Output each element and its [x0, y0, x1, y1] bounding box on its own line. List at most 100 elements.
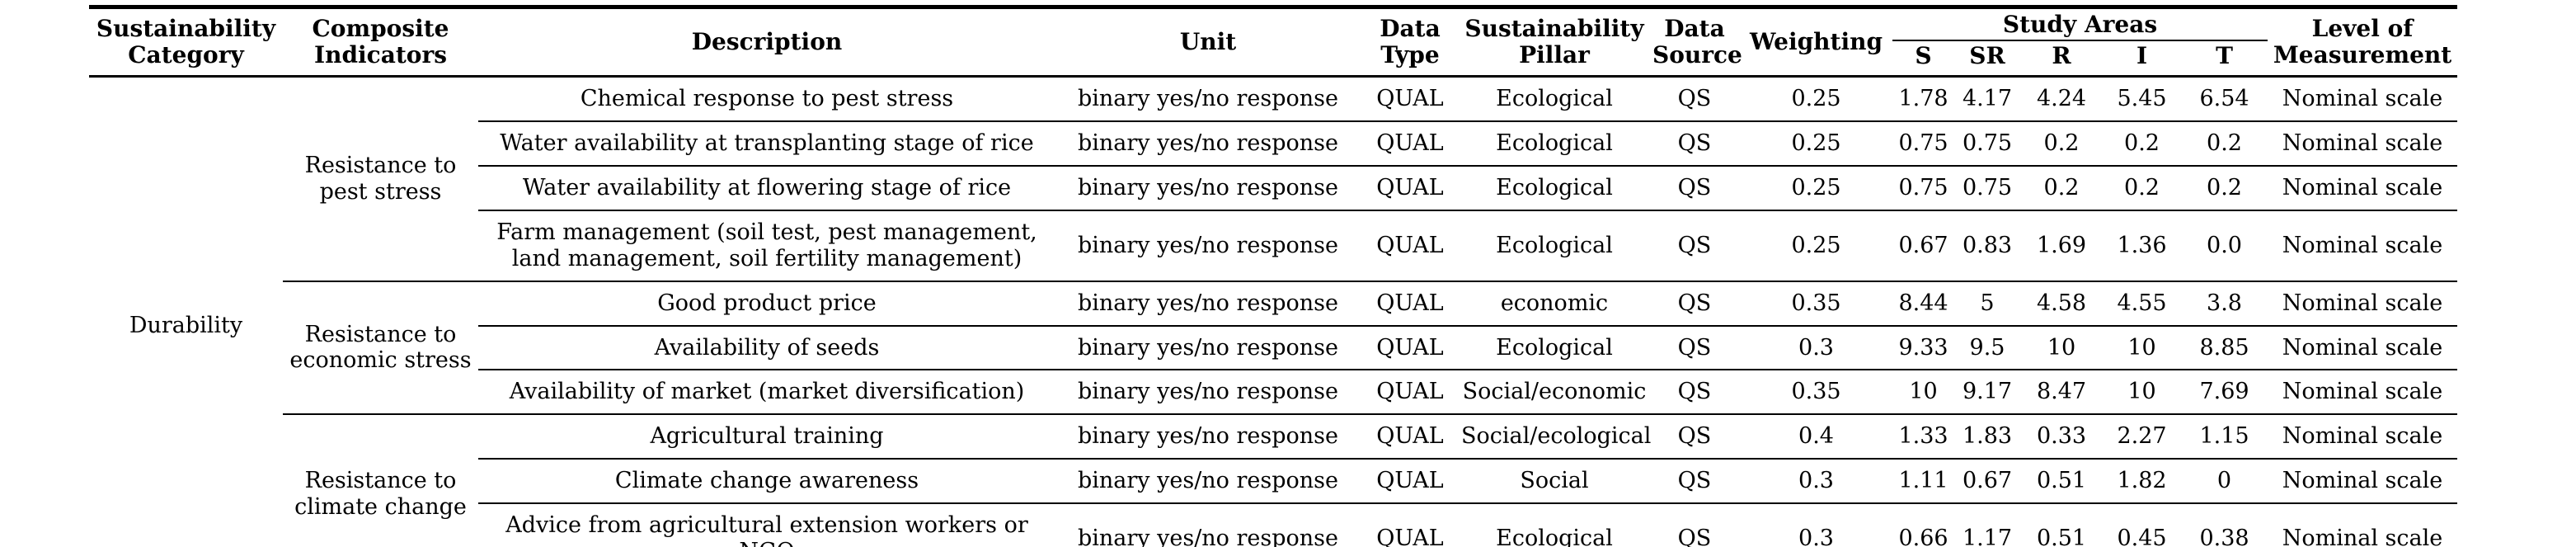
- cell-study-area-i: 0.2: [2103, 120, 2181, 167]
- cell-study-area-s: 9.33: [1892, 324, 1954, 370]
- cell-unit: binary yes/no response: [1055, 120, 1361, 167]
- cell-study-area-sr: 9.5: [1954, 324, 2020, 370]
- col-header-description: Description: [478, 7, 1055, 78]
- cell-data-source: QS: [1649, 120, 1740, 167]
- cell-description: Chemical response to pest stress: [478, 75, 1055, 122]
- cell-composite-indicator: Resistance to pest stress: [283, 75, 478, 281]
- cell-study-area-t: 8.85: [2181, 324, 2268, 370]
- cell-pillar: Ecological: [1460, 75, 1649, 122]
- cell-data-type: QUAL: [1361, 165, 1460, 210]
- cell-weighting: 0.25: [1740, 209, 1892, 281]
- col-header-composite-indicators: Composite Indicators: [283, 7, 478, 78]
- cell-data-source: QS: [1649, 324, 1740, 370]
- cell-level-of-measurement: Nominal scale: [2268, 324, 2457, 370]
- cell-study-area-r: 0.2: [2020, 120, 2103, 167]
- table-header: Sustainability Category Composite Indica…: [89, 7, 2457, 78]
- cell-study-area-r: 10: [2020, 324, 2103, 370]
- cell-pillar: Social: [1460, 458, 1649, 503]
- cell-level-of-measurement: Nominal scale: [2268, 502, 2457, 547]
- cell-study-area-r: 0.51: [2020, 502, 2103, 547]
- cell-study-area-r: 1.69: [2020, 209, 2103, 281]
- cell-unit: binary yes/no response: [1055, 502, 1361, 547]
- cell-study-area-s: 0.67: [1892, 209, 1954, 281]
- cell-unit: binary yes/no response: [1055, 165, 1361, 210]
- cell-data-type: QUAL: [1361, 120, 1460, 167]
- cell-weighting: 0.3: [1740, 324, 1892, 370]
- cell-description: Water availability at transplanting stag…: [478, 120, 1055, 167]
- cell-unit: binary yes/no response: [1055, 280, 1361, 326]
- col-header-study-area-r: R: [2020, 40, 2103, 78]
- cell-study-area-i: 2.27: [2103, 413, 2181, 460]
- cell-level-of-measurement: Nominal scale: [2268, 120, 2457, 167]
- cell-study-area-t: 0: [2181, 458, 2268, 503]
- cell-level-of-measurement: Nominal scale: [2268, 413, 2457, 460]
- cell-description: Farm management (soil test, pest managem…: [478, 209, 1055, 281]
- cell-level-of-measurement: Nominal scale: [2268, 458, 2457, 503]
- cell-study-area-t: 0.2: [2181, 165, 2268, 210]
- cell-weighting: 0.3: [1740, 458, 1892, 503]
- cell-study-area-i: 1.82: [2103, 458, 2181, 503]
- cell-study-area-sr: 5: [1954, 280, 2020, 326]
- cell-description: Water availability at flowering stage of…: [478, 165, 1055, 210]
- cell-level-of-measurement: Nominal scale: [2268, 75, 2457, 122]
- cell-pillar: Social/economic: [1460, 369, 1649, 415]
- cell-study-area-i: 10: [2103, 369, 2181, 415]
- col-header-weighting: Weighting: [1740, 7, 1892, 78]
- col-header-unit: Unit: [1055, 7, 1361, 78]
- cell-data-source: QS: [1649, 458, 1740, 503]
- cell-study-area-s: 8.44: [1892, 280, 1954, 326]
- table-row: Water availability at flowering stage of…: [89, 165, 2457, 210]
- cell-data-type: QUAL: [1361, 413, 1460, 460]
- cell-pillar: Ecological: [1460, 502, 1649, 547]
- cell-study-area-r: 0.33: [2020, 413, 2103, 460]
- cell-composite-indicator: Resistance to economic stress: [283, 280, 478, 415]
- cell-weighting: 0.35: [1740, 369, 1892, 415]
- cell-level-of-measurement: Nominal scale: [2268, 209, 2457, 281]
- col-header-data-source: Data Source: [1649, 7, 1742, 78]
- cell-study-area-r: 0.2: [2020, 165, 2103, 210]
- cell-study-area-r: 4.24: [2020, 75, 2103, 122]
- table-row: Durability Resistance to pest stress Che…: [89, 75, 2457, 547]
- cell-study-area-s: 0.66: [1892, 502, 1954, 547]
- cell-study-area-t: 6.54: [2181, 75, 2268, 122]
- table-row: Availability of seeds binary yes/no resp…: [89, 324, 2457, 370]
- cell-study-area-sr: 0.75: [1954, 165, 2020, 210]
- table-body: Durability Resistance to pest stress Che…: [89, 75, 2457, 547]
- cell-study-area-i: 5.45: [2103, 75, 2181, 122]
- cell-weighting: 0.25: [1740, 120, 1892, 167]
- table-row: Advice from agricultural extension worke…: [89, 502, 2457, 547]
- cell-data-type: QUAL: [1361, 324, 1460, 370]
- cell-pillar: Social/ecological: [1460, 413, 1651, 460]
- table-row: Resistance to climate change Agricultura…: [89, 413, 2457, 547]
- cell-study-area-r: 8.47: [2020, 369, 2103, 415]
- cell-study-area-sr: 1.17: [1954, 502, 2020, 547]
- cell-study-area-sr: 1.83: [1954, 413, 2020, 460]
- cell-study-area-s: 0.75: [1892, 120, 1954, 167]
- col-header-study-area-i: I: [2103, 40, 2181, 78]
- cell-weighting: 0.25: [1740, 165, 1892, 210]
- cell-study-area-t: 3.8: [2181, 280, 2268, 326]
- col-header-study-area-t: T: [2181, 40, 2268, 78]
- cell-sustainability-category: Durability: [89, 75, 283, 547]
- cell-study-area-i: 0.45: [2103, 502, 2181, 547]
- cell-study-area-i: 0.2: [2103, 165, 2181, 210]
- cell-description: Availability of seeds: [478, 324, 1055, 370]
- cell-data-type: QUAL: [1361, 75, 1460, 122]
- cell-weighting: 0.3: [1740, 502, 1892, 547]
- cell-unit: binary yes/no response: [1055, 413, 1361, 460]
- cell-data-source: QS: [1649, 75, 1740, 122]
- cell-study-area-s: 1.33: [1892, 413, 1954, 460]
- col-header-data-type: Data Type: [1361, 7, 1460, 78]
- cell-study-area-s: 1.78: [1892, 75, 1954, 122]
- header-row-study-areas: S SR R I T: [89, 40, 2457, 78]
- table-row: Water availability at transplanting stag…: [89, 120, 2457, 167]
- col-header-study-area-sr: SR: [1954, 40, 2020, 78]
- cell-weighting: 0.25: [1740, 75, 1892, 122]
- cell-description: Climate change awareness: [478, 458, 1055, 503]
- cell-study-area-i: 1.36: [2103, 209, 2181, 281]
- cell-data-source: QS: [1649, 165, 1740, 210]
- cell-data-type: QUAL: [1361, 369, 1460, 415]
- table-row: Availability of market (market diversifi…: [89, 369, 2457, 415]
- cell-description: Advice from agricultural extension worke…: [478, 502, 1055, 547]
